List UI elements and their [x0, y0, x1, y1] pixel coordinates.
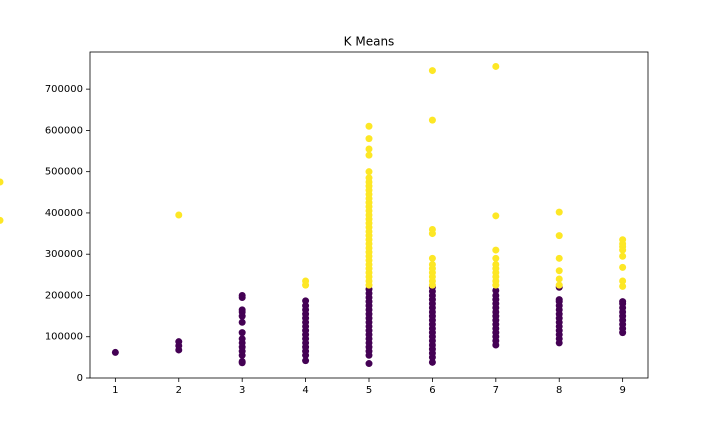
point [428, 225, 436, 233]
x-tick-label: 1 [112, 385, 118, 396]
point [492, 62, 500, 70]
point [428, 116, 436, 124]
point [555, 232, 563, 240]
point [175, 211, 183, 219]
point [555, 254, 563, 262]
point [238, 306, 246, 314]
point [238, 291, 246, 299]
point [238, 335, 246, 343]
y-tick-label: 100000 [45, 332, 83, 343]
chart-title: K Means [344, 35, 395, 49]
point [238, 318, 246, 326]
point [619, 252, 627, 260]
point [492, 291, 500, 299]
point [365, 360, 373, 368]
point [175, 338, 183, 346]
point [428, 358, 436, 366]
point [0, 178, 4, 186]
point [492, 254, 500, 262]
point [492, 287, 500, 295]
point [619, 282, 627, 290]
point [302, 302, 310, 310]
point [365, 122, 373, 130]
point [365, 174, 373, 182]
point [111, 348, 119, 356]
point [492, 261, 500, 269]
point [555, 281, 563, 289]
point [428, 254, 436, 262]
y-tick-label: 500000 [45, 167, 83, 178]
y-tick-label: 700000 [45, 84, 83, 95]
point [302, 277, 310, 285]
x-tick-label: 7 [493, 385, 499, 396]
x-tick-label: 5 [366, 385, 372, 396]
point [555, 275, 563, 283]
point [555, 267, 563, 275]
y-tick-label: 0 [77, 373, 83, 384]
x-tick-label: 3 [239, 385, 245, 396]
y-tick-label: 400000 [45, 208, 83, 219]
y-tick-label: 200000 [45, 290, 83, 301]
point [0, 216, 4, 224]
point [492, 246, 500, 254]
x-tick-label: 8 [556, 385, 562, 396]
point [302, 357, 310, 365]
y-tick-label: 300000 [45, 249, 83, 260]
point [492, 212, 500, 220]
point [619, 240, 627, 248]
point [428, 67, 436, 75]
point [555, 296, 563, 304]
point [555, 208, 563, 216]
point [302, 297, 310, 305]
point [365, 151, 373, 159]
point [238, 329, 246, 337]
point [619, 298, 627, 306]
point [365, 135, 373, 143]
point [238, 357, 246, 365]
point [619, 277, 627, 285]
point [365, 145, 373, 153]
x-tick-label: 9 [619, 385, 625, 396]
plot-area [0, 62, 627, 368]
x-tick-label: 4 [302, 385, 308, 396]
point [619, 263, 627, 271]
point [428, 261, 436, 269]
x-tick-label: 6 [429, 385, 435, 396]
point [365, 168, 373, 176]
point [619, 246, 627, 254]
y-tick-label: 600000 [45, 125, 83, 136]
x-tick-label: 2 [176, 385, 182, 396]
